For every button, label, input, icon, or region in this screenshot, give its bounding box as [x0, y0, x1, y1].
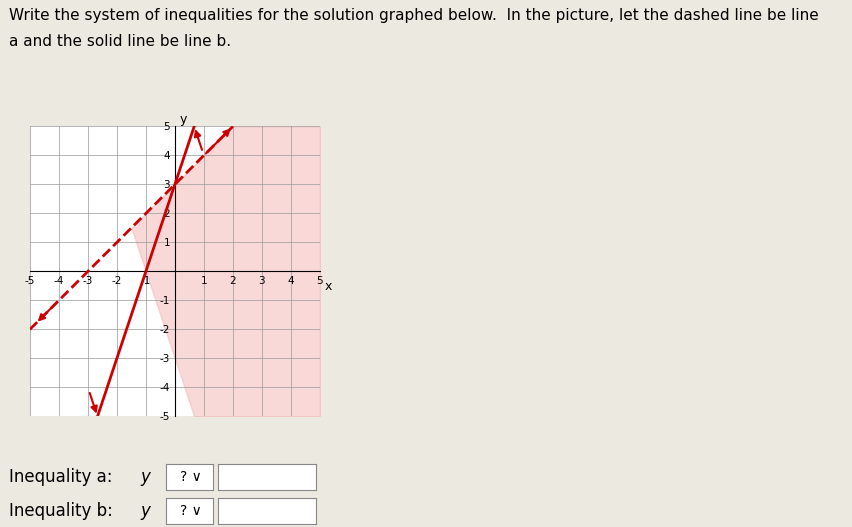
Text: Inequality a:: Inequality a:	[9, 468, 117, 486]
Text: ? ∨: ? ∨	[181, 470, 202, 484]
Text: y: y	[141, 502, 151, 520]
Text: y: y	[141, 468, 151, 486]
Text: ? ∨: ? ∨	[181, 504, 202, 518]
Text: Inequality b:: Inequality b:	[9, 502, 118, 520]
Text: y: y	[179, 113, 187, 125]
Text: a and the solid line be line b.: a and the solid line be line b.	[9, 34, 230, 49]
Text: x: x	[325, 280, 332, 293]
Text: Write the system of inequalities for the solution graphed below.  In the picture: Write the system of inequalities for the…	[9, 8, 817, 23]
